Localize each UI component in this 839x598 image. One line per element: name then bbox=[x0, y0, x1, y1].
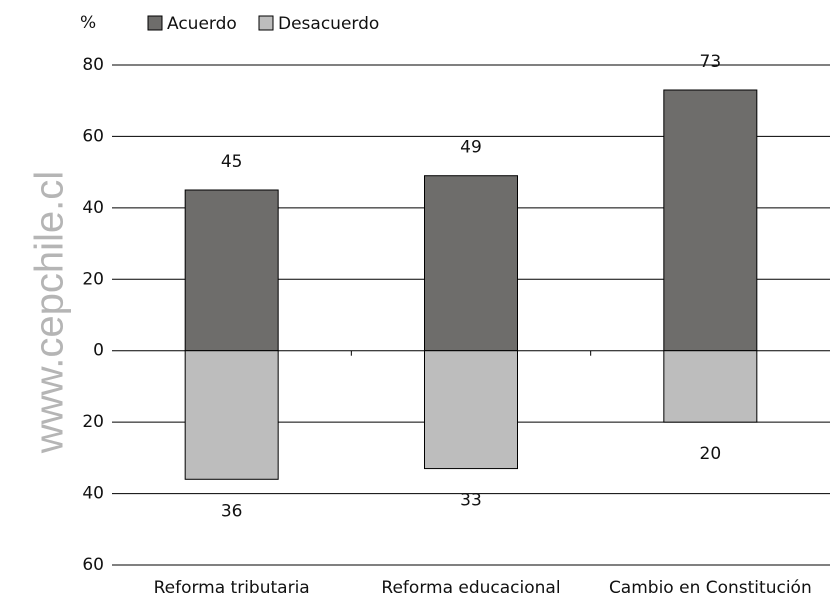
bar bbox=[663, 350, 758, 423]
y-tick-label: 60 bbox=[82, 555, 104, 575]
value-label: 73 bbox=[700, 52, 722, 72]
x-tick-label: Reforma educacional bbox=[381, 578, 560, 598]
value-label: 36 bbox=[221, 501, 243, 521]
y-tick-label: 20 bbox=[82, 269, 104, 289]
bar bbox=[184, 189, 279, 352]
y-tick-label: 0 bbox=[93, 341, 104, 361]
y-tick-label: 60 bbox=[82, 126, 104, 146]
legend-label: Desacuerdo bbox=[278, 14, 379, 34]
x-tick-label: Cambio en Constitución bbox=[609, 578, 812, 598]
value-label: 45 bbox=[221, 152, 243, 172]
value-label: 20 bbox=[700, 444, 722, 464]
y-tick-label: 40 bbox=[82, 484, 104, 504]
y-tick-label: 40 bbox=[82, 198, 104, 218]
watermark: www.cepchile.cl bbox=[28, 171, 72, 454]
legend-label: Acuerdo bbox=[167, 14, 237, 34]
bar bbox=[184, 350, 279, 480]
x-tick-label: Reforma tributaria bbox=[154, 578, 310, 598]
legend-swatch bbox=[147, 15, 163, 31]
y-tick-label: 20 bbox=[82, 412, 104, 432]
value-label: 49 bbox=[460, 138, 482, 158]
bar bbox=[424, 175, 518, 352]
bar bbox=[663, 89, 758, 352]
value-label: 33 bbox=[460, 491, 482, 511]
y-tick-label: 80 bbox=[82, 55, 104, 75]
y-unit-label: % bbox=[80, 13, 96, 33]
bar bbox=[424, 350, 518, 470]
legend-swatch bbox=[258, 15, 274, 31]
